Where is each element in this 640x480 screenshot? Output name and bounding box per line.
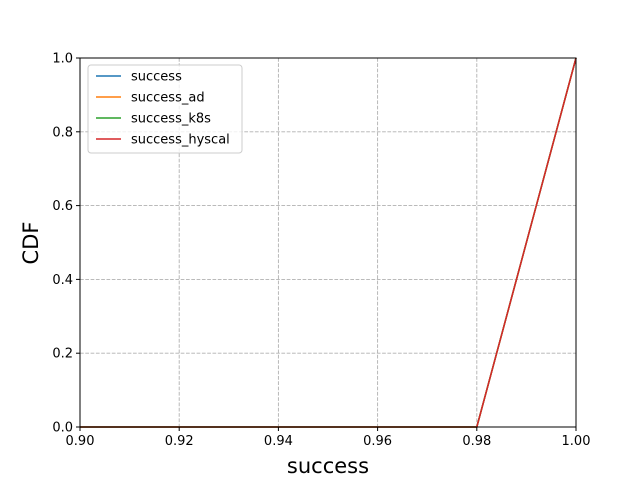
x-tick-label: 0.92 — [165, 434, 194, 449]
x-tick-label: 0.90 — [66, 434, 95, 449]
legend-label-success-ad: success_ad — [131, 91, 205, 106]
y-tick-label: 0.2 — [52, 347, 73, 362]
legend-label-success-hyscal: success_hyscal — [131, 133, 230, 148]
legend-box — [87, 64, 243, 154]
x-tick-label: 0.94 — [264, 434, 293, 449]
y-axis-title: CDF — [19, 222, 43, 265]
y-tick-label: 0.4 — [52, 273, 73, 288]
y-tick-label: 1.0 — [52, 52, 73, 67]
y-tick-label: 0.6 — [52, 199, 73, 214]
y-tick-label: 0.0 — [52, 421, 73, 436]
axis-ticks: 0.90 0.92 0.94 0.96 0.98 1.00 0.0 0.2 0.4 0.6 0.8 1… — [52, 52, 590, 450]
legend-label-success: success — [131, 70, 182, 85]
x-axis-title: success — [287, 454, 369, 478]
x-tick-label: 0.98 — [462, 434, 491, 449]
legend-label-success-k8s: success_k8s — [131, 112, 211, 127]
y-tick-label: 0.8 — [52, 125, 73, 140]
plot-frame — [79, 57, 577, 428]
x-tick-label: 1.00 — [562, 434, 591, 449]
x-tick-label: 0.96 — [363, 434, 392, 449]
legend: success success_ad success_k8s success_hysc… — [87, 64, 243, 154]
